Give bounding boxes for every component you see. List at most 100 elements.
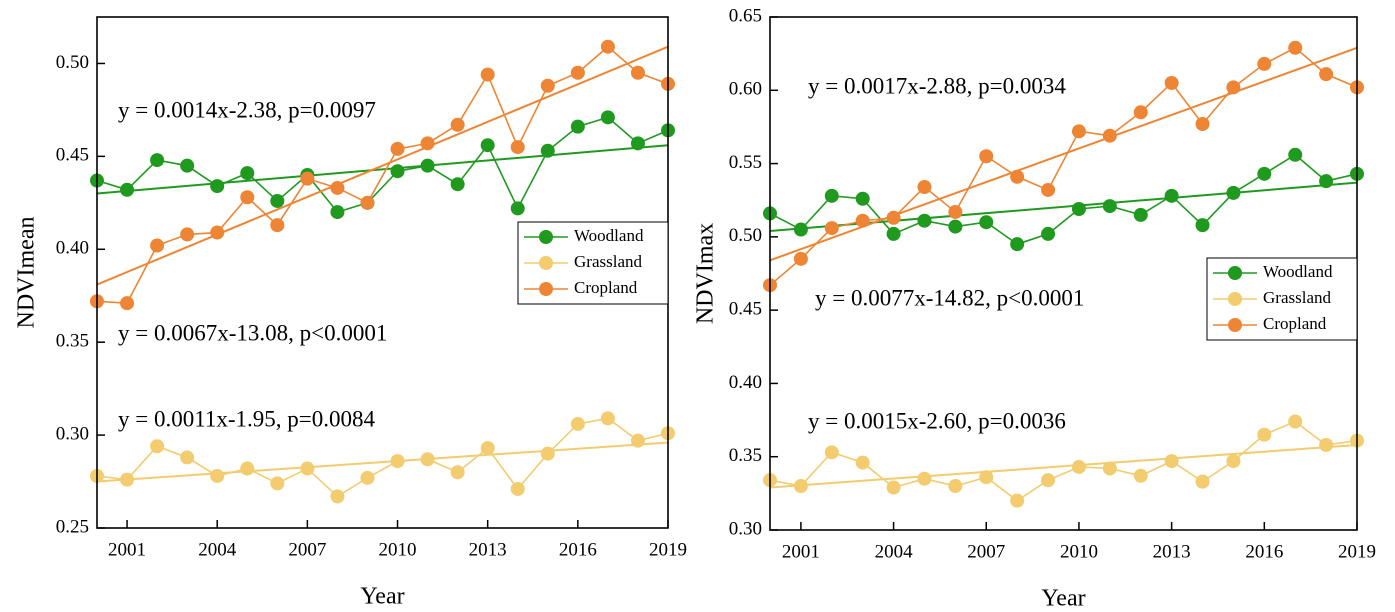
data-point [1071,459,1086,474]
data-point [1257,166,1272,181]
data-point [450,465,465,480]
y-tick-label: 0.30 [56,423,89,444]
data-point [210,468,225,483]
data-point [390,141,405,156]
data-point [510,481,525,496]
data-point [120,182,135,197]
data-point [1319,174,1334,189]
y-axis-label: NDVImax [693,223,719,324]
data-point [570,65,585,80]
y-tick-label: 0.35 [56,331,89,352]
data-point [917,213,932,228]
data-point [1164,188,1179,203]
data-point [1071,124,1086,139]
legend-label: Cropland [1263,314,1327,333]
data-point [630,65,645,80]
data-point [1288,414,1303,429]
data-point [420,158,435,173]
y-tick-label: 0.25 [56,516,89,537]
data-point [1102,199,1117,214]
x-tick-label: 2013 [1153,541,1191,562]
data-point [1195,218,1210,233]
x-tick-label: 2001 [108,539,146,560]
y-tick-label: 0.65 [729,5,762,26]
data-point [480,67,495,82]
data-point [240,461,255,476]
data-point [360,470,375,485]
x-axis-label: Year [1041,586,1085,612]
data-point [570,119,585,134]
data-point [793,479,808,494]
legend-marker [539,282,553,296]
data-point [917,471,932,486]
data-point [793,251,808,266]
data-point [824,188,839,203]
trend-line [96,144,669,195]
data-point [480,138,495,153]
y-tick-label: 0.60 [729,79,762,100]
x-tick-label: 2007 [288,539,326,560]
annotation: y = 0.0015x-2.60, p=0.0036 [808,408,1066,433]
data-point [120,296,135,311]
data-point [855,455,870,470]
data-point [886,210,901,225]
data-point [793,222,808,237]
data-point [390,164,405,179]
y-tick-label: 0.40 [56,238,89,259]
data-point [1071,202,1086,217]
data-point [1195,116,1210,131]
x-tick-label: 2004 [875,541,914,562]
data-point [300,171,315,186]
y-tick-label: 0.30 [729,518,762,539]
data-point [1164,454,1179,469]
y-tick-label: 0.50 [729,225,762,246]
x-tick-label: 2019 [1338,541,1376,562]
data-point [420,136,435,151]
data-point [1010,169,1025,184]
legend-marker [1228,266,1242,280]
data-point [886,480,901,495]
data-point [330,489,345,504]
data-point [917,180,932,195]
data-point [150,153,165,168]
data-point [1226,185,1241,200]
annotation: y = 0.0014x-2.38, p=0.0097 [118,97,376,122]
data-point [948,479,963,494]
annotation: y = 0.0077x-14.82, p<0.0001 [815,285,1084,310]
data-point [120,472,135,487]
data-point [330,205,345,220]
data-point [630,433,645,448]
y-tick-label: 0.55 [729,152,762,173]
legend-marker [539,256,553,270]
x-tick-label: 2019 [649,539,687,560]
data-point [1041,473,1056,488]
x-tick-label: 2001 [782,541,820,562]
data-point [1195,474,1210,489]
data-point [886,226,901,241]
data-point [420,452,435,467]
x-tick-label: 2007 [967,541,1005,562]
data-point [270,218,285,233]
legend-label: Woodland [1263,262,1333,281]
x-tick-label: 2010 [1060,541,1098,562]
y-tick-label: 0.45 [729,299,762,320]
data-point [979,215,994,230]
data-point [855,191,870,206]
y-tick-label: 0.45 [56,145,89,166]
legend-marker [1228,318,1242,332]
data-point [480,441,495,456]
data-point [1288,40,1303,55]
data-point [1257,56,1272,71]
data-point [240,166,255,181]
data-point [979,470,994,485]
trend-line [769,443,1358,489]
data-point [1102,461,1117,476]
annotation: y = 0.0017x-2.88, p=0.0034 [808,73,1066,98]
data-point [1102,128,1117,143]
data-point [150,439,165,454]
data-point [979,149,994,164]
legend-marker [1228,292,1242,306]
x-axis-label: Year [360,584,404,610]
legend-label: Woodland [574,226,644,245]
data-point [1257,427,1272,442]
